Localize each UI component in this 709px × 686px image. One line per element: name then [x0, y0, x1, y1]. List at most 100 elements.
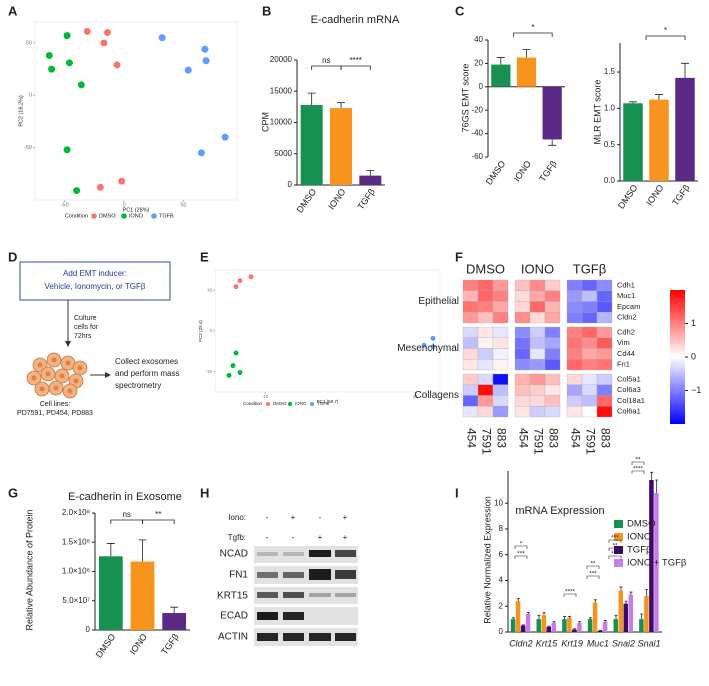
significance-label: *	[664, 26, 667, 35]
heatmap-cell	[492, 406, 509, 418]
protein-label: KRT15	[217, 591, 248, 602]
point	[45, 52, 53, 60]
x-tick-label: TGFβ	[537, 159, 558, 184]
culture-text: cells for	[74, 324, 99, 331]
heatmap-cell	[492, 384, 509, 396]
error-bar	[568, 616, 572, 618]
significance-label: ****	[349, 56, 361, 65]
bar	[541, 615, 546, 632]
point	[233, 284, 239, 290]
heatmap-cell	[596, 359, 613, 371]
heatmap-cell	[566, 406, 583, 418]
heatmap-cell	[581, 359, 598, 371]
significance-bracket	[110, 519, 143, 524]
point	[237, 278, 243, 284]
heatmap-cell	[566, 326, 583, 338]
error-bar	[578, 621, 582, 623]
error-bar	[563, 616, 567, 620]
heatmap-cell	[514, 279, 531, 291]
heatmap-cell	[596, 290, 613, 302]
x-tick-label: TGFβ	[159, 632, 180, 657]
point	[201, 45, 209, 53]
legend-swatch	[614, 520, 623, 528]
legend-swatch	[121, 213, 127, 219]
point	[237, 369, 243, 375]
x-tick-label: DMSO	[484, 159, 508, 187]
significance-bracket	[340, 65, 371, 70]
sign: -	[266, 533, 269, 542]
error-bar	[645, 589, 649, 596]
heatmap-cell	[529, 395, 546, 407]
heatmap-cell	[581, 290, 598, 302]
legend-swatch	[288, 402, 292, 406]
heatmap-cell	[581, 373, 598, 385]
heatmap-cell	[514, 384, 531, 396]
diagram: Add EMT inducer: Vehicle, Ionomycin, or …	[17, 261, 179, 417]
y-tick-label: 10	[207, 288, 213, 293]
heatmap-cell	[492, 395, 509, 407]
heatmap-cell	[596, 348, 613, 360]
bar	[644, 595, 649, 632]
heatmap-cell	[581, 301, 598, 313]
row-group-label: Collagens	[415, 390, 459, 401]
column-label: 7591	[583, 428, 597, 455]
heatmap-cell	[566, 290, 583, 302]
heatmap-cell	[581, 312, 598, 324]
x-tick-label: IONO	[644, 183, 665, 208]
x-tick-label: 20	[412, 394, 418, 399]
column-group-label: DMSO	[466, 261, 505, 276]
error-bar	[516, 598, 520, 602]
column-label: 883	[494, 428, 508, 448]
error-bar	[681, 62, 689, 78]
point	[103, 28, 111, 36]
legend-label: TGFB	[159, 213, 174, 219]
significance-bracket	[608, 539, 622, 543]
y-tick-label: 2	[499, 601, 504, 610]
heatmap-cell	[492, 290, 509, 302]
error-bar	[307, 92, 316, 105]
panel-label: H	[200, 485, 209, 500]
error-bar	[537, 614, 541, 620]
heatmap-cell	[544, 326, 561, 338]
treatment-label: Tgfb:	[228, 533, 246, 542]
error-bar	[573, 628, 577, 630]
heatmap-cell	[492, 373, 509, 385]
heatmap-cell	[462, 359, 479, 371]
error-bar	[170, 606, 179, 614]
point	[184, 66, 192, 74]
significance-label: **	[635, 457, 641, 464]
heatmap-cell	[566, 301, 583, 313]
heatmap-cell	[529, 312, 546, 324]
heatmap-cell	[544, 348, 561, 360]
bar	[162, 613, 187, 630]
y-tick-label: 1.0×10⁸	[62, 567, 90, 576]
row-group-label: Mesenchymal	[397, 343, 459, 354]
heatmap-cell	[596, 279, 613, 291]
point	[65, 59, 73, 67]
point	[118, 177, 126, 185]
panel-label: A	[8, 3, 18, 18]
point	[77, 81, 85, 89]
bar	[491, 64, 511, 87]
heatmap-cell	[492, 348, 509, 360]
error-bar	[640, 613, 644, 620]
column-label: 883	[546, 428, 560, 448]
error-bar	[526, 612, 530, 614]
y-tick-label: 0	[209, 328, 212, 333]
legend-swatch	[91, 213, 97, 219]
heatmap-cell	[492, 301, 509, 313]
protein-label: NCAD	[220, 549, 248, 560]
error-bar	[614, 614, 618, 620]
point	[197, 149, 205, 157]
bar	[675, 77, 695, 181]
bar	[515, 601, 521, 632]
legend-label: IONO	[129, 213, 144, 219]
row-label: Cdh1	[617, 280, 635, 289]
heatmap-cell	[529, 373, 546, 385]
error-bar	[619, 586, 623, 591]
column-group-label: IONO	[521, 261, 554, 276]
error-bar	[655, 94, 663, 100]
heatmap-cell	[596, 373, 613, 385]
point	[100, 39, 108, 47]
